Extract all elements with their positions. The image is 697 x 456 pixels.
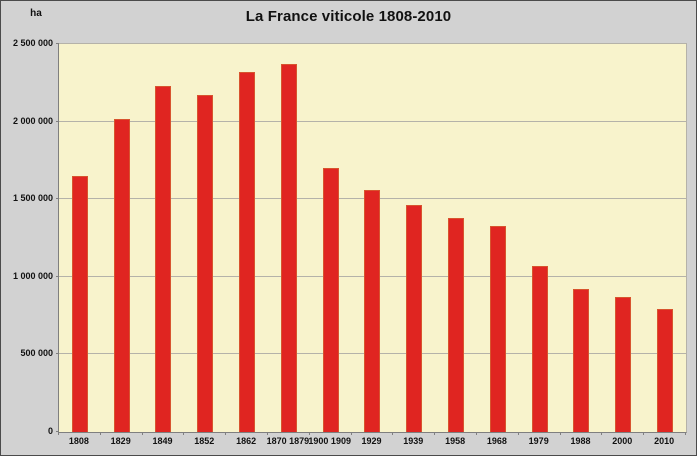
bar-1852 [197, 95, 214, 432]
bar-slot [184, 44, 226, 432]
bar-1849 [155, 85, 172, 432]
bar-1862 [239, 71, 256, 432]
bar-slot [393, 44, 435, 432]
x-tick-mark [183, 432, 185, 435]
bar-1829 [113, 118, 130, 432]
y-tick-label: 1 500 000 [12, 193, 53, 204]
x-tick-mark [601, 432, 603, 435]
bar-slot [561, 44, 603, 432]
plot-area [58, 43, 687, 433]
x-axis-tick-marks [58, 432, 686, 436]
x-tick-label: 1929 [361, 436, 382, 446]
x-tick-label: 1808 [68, 436, 89, 446]
x-tick-label: 2000 [612, 436, 633, 446]
x-tick-label: 1852 [194, 436, 215, 446]
bar-2010 [657, 309, 674, 432]
y-axis-unit-label: ha [30, 8, 42, 19]
bar-1929 [364, 189, 381, 432]
y-tick-mark [56, 43, 59, 44]
y-tick-label: 1 000 000 [12, 270, 53, 281]
bar-1968 [489, 225, 506, 432]
gridline [59, 120, 686, 122]
bar-1988 [573, 289, 590, 432]
y-tick-mark [56, 431, 59, 432]
bar-slot [226, 44, 268, 432]
x-tick-mark [225, 432, 227, 435]
x-tick-mark [476, 432, 477, 435]
bar-1939 [406, 205, 423, 432]
bar-1979 [531, 265, 548, 432]
bar-slot [435, 44, 477, 432]
x-tick-mark [685, 432, 686, 435]
x-tick-mark [58, 432, 59, 435]
bar-slot [602, 44, 644, 432]
y-tick-label: 500 000 [20, 348, 53, 359]
y-tick-mark [56, 353, 59, 355]
x-tick-label: 1829 [110, 436, 131, 446]
bar-slot [477, 44, 519, 432]
bar-series [59, 44, 686, 432]
x-tick-mark [517, 432, 519, 435]
x-tick-mark [392, 432, 394, 435]
x-tick-mark [434, 432, 436, 435]
bar-slot [59, 44, 101, 432]
y-tick-label: 2 000 000 [12, 115, 53, 126]
bar-1958 [448, 217, 465, 432]
y-tick-label: 2 500 000 [12, 38, 53, 48]
bar-slot [519, 44, 561, 432]
x-axis-tick-labels: 1808 1829 1849 1852 1862 1870 1879 1900 1909 19… [58, 436, 686, 450]
x-tick-label: 1988 [570, 436, 591, 446]
y-axis-tick-labels: 0 500 000 1 000 000 1 500 000 2 000 000 2 500… [1, 38, 53, 436]
x-tick-label: 1870 1879 [266, 436, 310, 446]
y-tick-mark [56, 198, 59, 200]
bar-slot [268, 44, 310, 432]
bar-slot [310, 44, 352, 432]
x-tick-label: 1968 [486, 436, 507, 446]
x-tick-mark [99, 432, 101, 435]
x-tick-label: 1900 1909 [308, 436, 351, 446]
x-tick-mark [350, 432, 352, 435]
x-tick-mark [267, 432, 268, 435]
x-tick-mark [141, 432, 143, 435]
bar-1900-1909 [322, 168, 339, 432]
bar-slot [101, 44, 143, 432]
x-tick-mark [643, 432, 645, 435]
bar-1808 [71, 175, 88, 432]
x-tick-label: 1849 [152, 436, 173, 446]
x-tick-mark [559, 432, 561, 435]
x-tick-label: 1862 [236, 436, 257, 446]
y-tick-mark [56, 120, 59, 122]
y-tick-mark [56, 275, 59, 277]
bar-2000 [615, 296, 632, 432]
x-tick-label: 1958 [445, 436, 466, 446]
x-tick-mark [308, 432, 310, 435]
y-tick-label: 0 [47, 426, 53, 436]
chart-title: La France viticole 1808-2010 [245, 8, 452, 25]
x-tick-label: 1979 [528, 436, 549, 446]
bar-slot [352, 44, 394, 432]
x-tick-label: 1939 [403, 436, 424, 446]
x-tick-label: 2010 [654, 436, 675, 446]
bar-slot [644, 44, 686, 432]
bar-1870-1879 [280, 64, 297, 432]
bar-slot [143, 44, 185, 432]
